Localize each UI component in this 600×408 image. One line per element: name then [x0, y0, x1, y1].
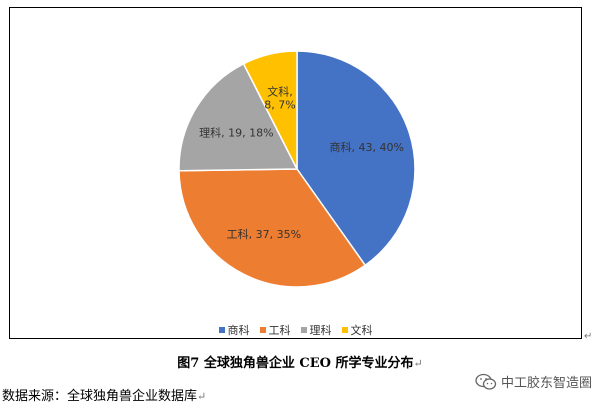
legend-swatch-1 [259, 327, 266, 333]
pie-slice-1 [178, 168, 367, 288]
legend-label-1: 工科 [268, 324, 291, 337]
legend-swatch-0 [218, 327, 225, 333]
legend-label-3: 文科 [350, 324, 373, 337]
pie-slice-3 [242, 50, 298, 170]
source-note: 数据来源：全球独角兽企业数据库↵ [2, 385, 206, 404]
figure-caption: 图7 全球独角兽企业 CEO 所学专业分布↵ [0, 352, 600, 371]
watermark: 中工胶东智造圈 [475, 372, 592, 391]
watermark-text: 中工胶东智造圈 [500, 376, 592, 391]
data-label-2: 理科, 19, 18% [199, 125, 273, 139]
data-label-0: 商科, 43, 40% [329, 140, 403, 154]
source-text: 数据来源：全球独角兽企业数据库 [2, 389, 198, 404]
legend-item-0: 商科 [218, 322, 250, 338]
chart-legend: 商科 工科 理科 文科 [10, 322, 581, 338]
legend-item-3: 文科 [341, 322, 373, 338]
pie-chart: 商科, 43, 40% 工科, 37, 35% 理科, 19, 18% 文科, 8, 7… [178, 50, 416, 288]
legend-swatch-2 [300, 327, 307, 333]
source-return-mark: ↵ [197, 390, 207, 403]
frame-return-mark: ↵ [584, 331, 593, 342]
pie-slice-2 [178, 62, 299, 172]
data-label-3: 文科, 8, 7% [264, 84, 295, 111]
legend-label-2: 理科 [309, 324, 332, 337]
legend-swatch-3 [341, 327, 348, 333]
pie-slice-0 [296, 50, 416, 267]
caption-text: 图7 全球独角兽企业 CEO 所学专业分布 [177, 356, 414, 371]
legend-item-1: 工科 [259, 322, 291, 338]
legend-item-2: 理科 [300, 322, 332, 338]
legend-label-0: 商科 [227, 324, 250, 337]
caption-return-mark: ↵ [413, 357, 423, 370]
chart-frame: 商科, 43, 40% 工科, 37, 35% 理科, 19, 18% 文科, 8, 7… [9, 7, 582, 339]
wechat-icon [475, 373, 497, 390]
data-label-1: 工科, 37, 35% [227, 227, 301, 241]
